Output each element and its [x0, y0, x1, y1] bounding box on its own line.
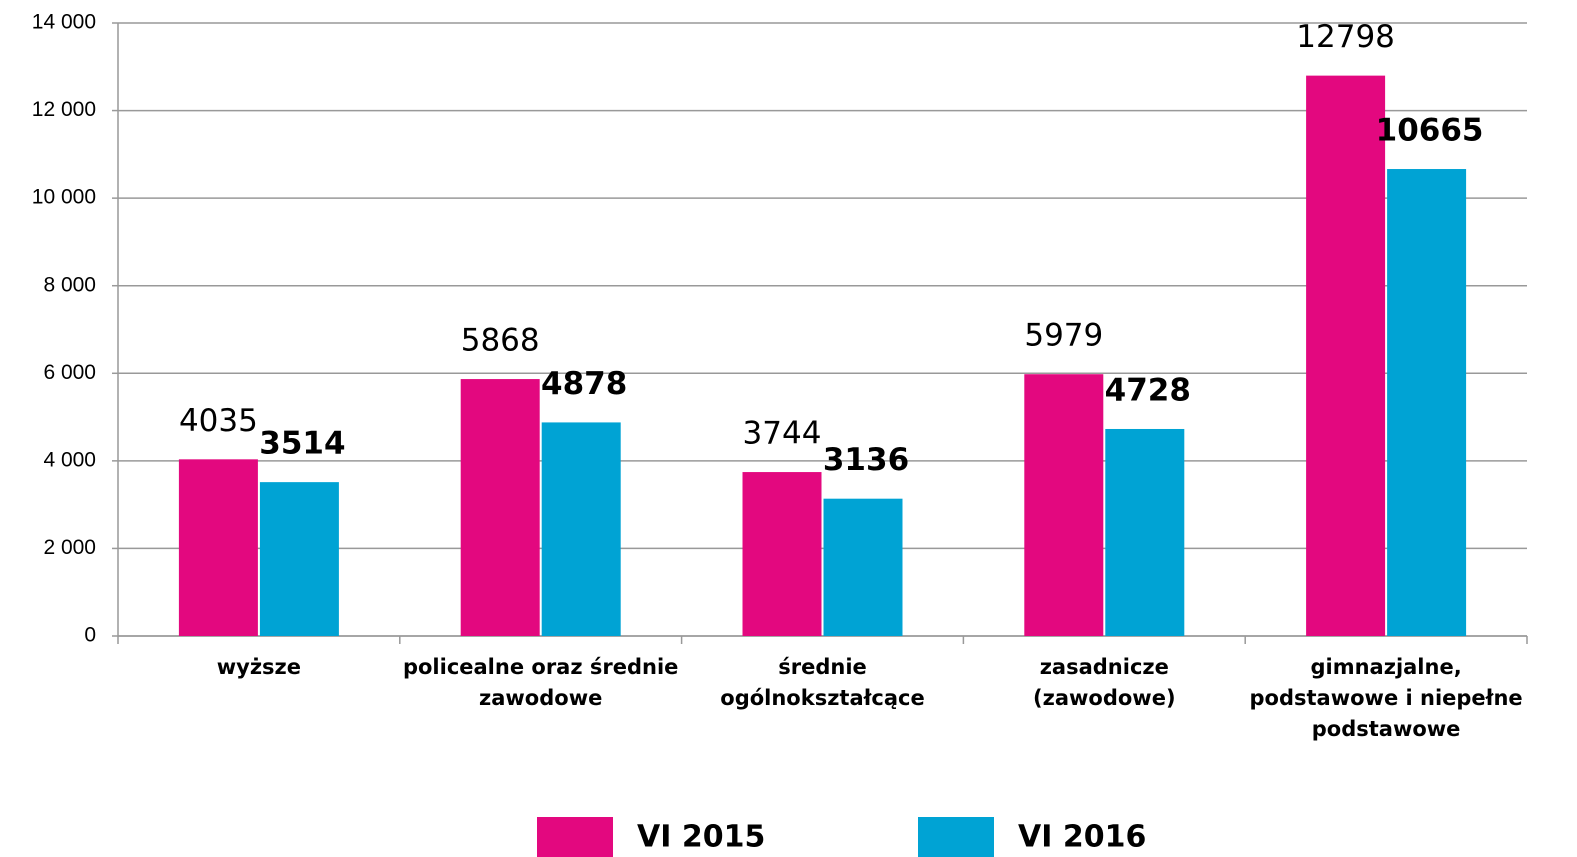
- value-label: 4035: [179, 403, 258, 439]
- legend-swatch: [537, 817, 613, 857]
- bar: [1105, 428, 1185, 636]
- y-tick-label: 12 000: [32, 98, 96, 121]
- y-tick-label: 2 000: [43, 536, 96, 559]
- value-label: 3744: [743, 416, 822, 452]
- y-tick-label: 6 000: [43, 361, 96, 384]
- y-tick-label: 8 000: [43, 273, 96, 296]
- value-label: 5868: [461, 323, 540, 359]
- bar: [541, 422, 621, 636]
- bar: [1387, 169, 1467, 636]
- legend-swatch: [918, 817, 994, 857]
- legend-label: VI 2016: [1018, 820, 1146, 855]
- legend-label: VI 2015: [637, 820, 765, 855]
- bar: [178, 459, 258, 636]
- bar: [823, 498, 903, 636]
- value-label: 12798: [1296, 19, 1395, 55]
- value-label: 5979: [1024, 318, 1103, 354]
- x-tick-label: średnie ogólnokształcące: [720, 655, 925, 710]
- bar: [1024, 374, 1104, 636]
- bar: [460, 379, 540, 636]
- y-tick-label: 14 000: [32, 11, 96, 34]
- value-label: 3514: [259, 426, 345, 462]
- y-tick-label: 4 000: [43, 448, 96, 471]
- x-tick-label: wyższe: [216, 655, 302, 679]
- value-label: 10665: [1376, 113, 1484, 149]
- x-tick-label: policealne oraz średnie zawodowe: [402, 655, 679, 710]
- value-label: 4728: [1105, 372, 1191, 408]
- value-label: 4878: [541, 366, 627, 402]
- bar: [1306, 75, 1386, 636]
- bar: [742, 472, 822, 636]
- value-label: 3136: [823, 442, 909, 478]
- x-tick-label: zasadnicze (zawodowe): [1033, 655, 1176, 710]
- y-tick-label: 0: [84, 624, 96, 647]
- x-tick-label: gimnazjalne, podstawowe i niepełne podst…: [1249, 655, 1523, 741]
- y-tick-label: 10 000: [32, 186, 96, 209]
- bar: [259, 482, 339, 636]
